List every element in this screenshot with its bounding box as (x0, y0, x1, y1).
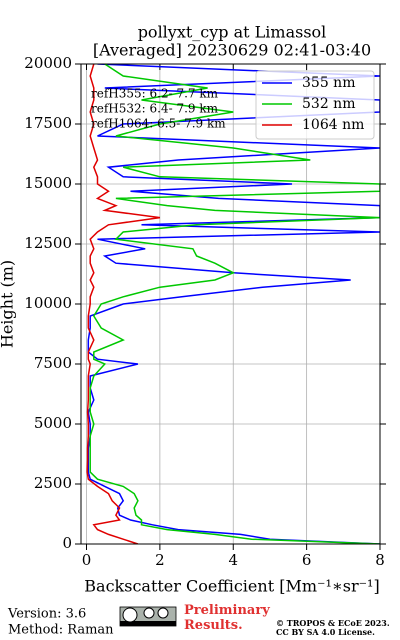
y-tick-label: 17500 (24, 114, 72, 132)
chart-title: pollyxt_cyp at Limassol (138, 23, 327, 42)
cc-logo (119, 606, 177, 627)
preliminary-notice: Preliminary Results. (184, 603, 270, 633)
x-tick-label: 2 (155, 551, 165, 569)
legend-label: 1064 nm (302, 117, 364, 133)
x-tick-label: 6 (302, 551, 312, 569)
y-tick-label: 12500 (24, 234, 72, 252)
y-tick-label: 0 (62, 534, 72, 552)
chart-subtitle: [Averaged] 20230629 02:41-03:40 (93, 41, 371, 60)
annotation: refH355: 6.2- 7.7 km (91, 87, 219, 101)
profile-line (86, 64, 161, 544)
y-tick-label: 7500 (34, 354, 72, 372)
license: CC BY SA 4.0 License. (276, 627, 375, 637)
copyright: © TROPOS & ECoE 2023. (276, 618, 390, 628)
profile-line (89, 64, 380, 544)
y-tick-label: 20000 (24, 54, 72, 72)
y-tick-label: 10000 (24, 294, 72, 312)
method: Method: Raman (8, 623, 114, 638)
y-tick-label: 15000 (24, 174, 72, 192)
annotation: refH532: 6.4- 7.9 km (91, 102, 219, 116)
version: Version: 3.6 (7, 607, 86, 622)
y-tick-label: 5000 (34, 414, 72, 432)
legend-label: 355 nm (302, 75, 355, 91)
profile-line (87, 64, 380, 544)
y-axis-label: Height (m) (0, 260, 17, 348)
annotation: refH1064: 6.5- 7.9 km (91, 117, 226, 131)
x-tick-label: 8 (375, 551, 385, 569)
plot-frame (80, 63, 381, 545)
x-tick-label: 0 (82, 551, 92, 569)
legend-box (255, 70, 375, 140)
x-tick-label: 4 (228, 551, 238, 569)
legend-label: 532 nm (302, 96, 355, 112)
x-axis-label: Backscatter Coefficient [Mm⁻¹∗sr⁻¹] (84, 577, 379, 596)
y-tick-label: 2500 (34, 474, 72, 492)
